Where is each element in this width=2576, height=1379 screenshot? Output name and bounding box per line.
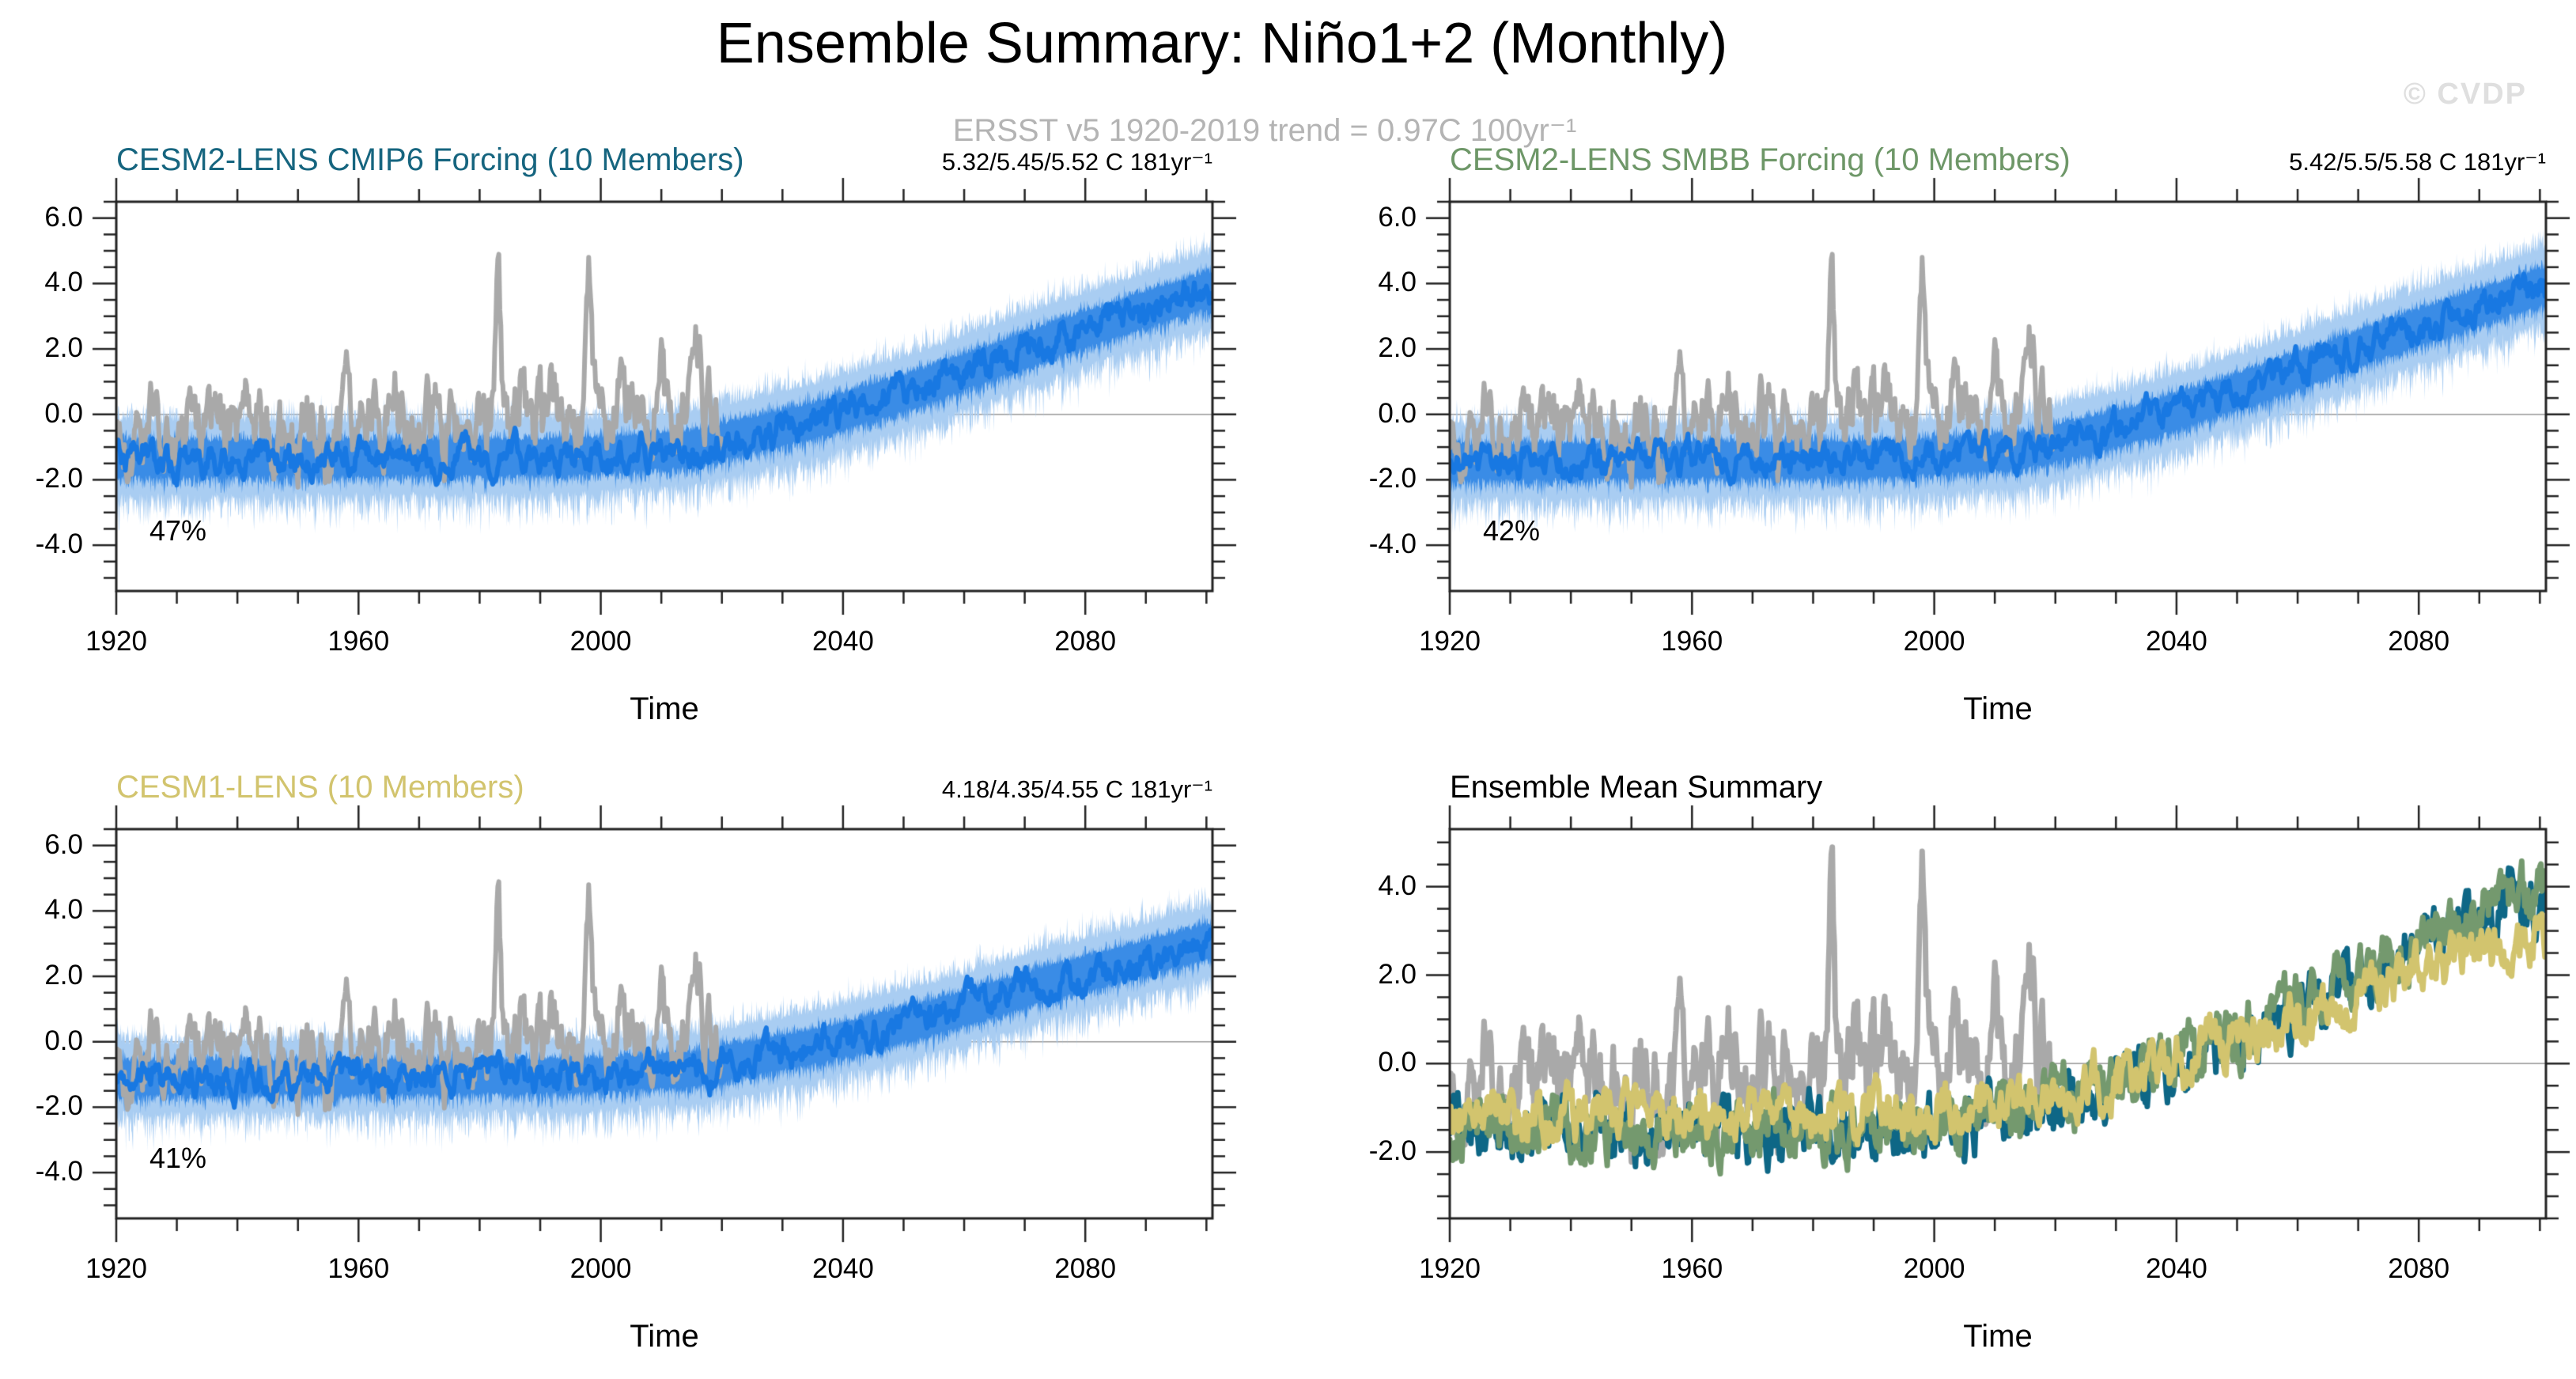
y-tick-label: 2.0 (44, 960, 83, 991)
trend-label: 4.18/4.35/4.55 C 181yr⁻¹ (941, 775, 1212, 803)
y-tick-label: 2.0 (44, 332, 83, 364)
x-tick-label: 1920 (1419, 626, 1481, 657)
page-title: Ensemble Summary: Niño1+2 (Monthly) (716, 12, 1728, 75)
y-tick-label: -4.0 (35, 528, 83, 560)
y-tick-label: -4.0 (35, 1156, 83, 1188)
panel-title: CESM2-LENS SMBB Forcing (10 Members) (1450, 142, 2071, 177)
x-tick-label: 2040 (2145, 1253, 2207, 1284)
trend-label: 5.42/5.5/5.58 C 181yr⁻¹ (2289, 148, 2546, 176)
y-tick-label: 2.0 (1378, 332, 1417, 364)
x-tick-label: 2040 (811, 1253, 874, 1284)
percent-label: 41% (149, 1142, 207, 1174)
y-tick-label: -2.0 (1368, 463, 1417, 494)
x-tick-label: 2080 (2388, 1253, 2450, 1284)
y-tick-label: 6.0 (44, 828, 83, 860)
y-tick-label: 0.0 (1378, 1047, 1417, 1078)
x-tick-label: 1960 (327, 1253, 390, 1284)
y-tick-label: -2.0 (1368, 1135, 1417, 1167)
y-tick-label: 0.0 (1378, 397, 1417, 429)
x-axis-label: Time (1963, 691, 2033, 726)
panel-title: CESM2-LENS CMIP6 Forcing (10 Members) (116, 142, 744, 177)
x-tick-label: 2000 (569, 626, 632, 657)
y-tick-label: -2.0 (35, 463, 83, 494)
x-tick-label: 2040 (811, 626, 874, 657)
panel-title: Ensemble Mean Summary (1450, 770, 1823, 805)
x-tick-label: 2040 (2145, 626, 2207, 657)
x-tick-label: 1960 (1661, 1253, 1723, 1284)
x-tick-label: 2000 (569, 1253, 632, 1284)
reference-trend-subtitle: ERSST v5 1920-2019 trend = 0.97C 100yr⁻¹ (952, 113, 1577, 148)
cvdp-watermark: © CVDP (2403, 78, 2527, 111)
y-tick-label: 4.0 (44, 267, 83, 298)
y-tick-label: -2.0 (35, 1090, 83, 1122)
x-tick-label: 1960 (327, 626, 390, 657)
x-tick-label: 2080 (2388, 626, 2450, 657)
x-axis-label: Time (1963, 1319, 2033, 1354)
x-axis-label: Time (630, 691, 699, 726)
y-tick-label: -4.0 (1368, 528, 1417, 560)
x-tick-label: 2080 (1054, 626, 1117, 657)
y-tick-label: 0.0 (44, 1025, 83, 1056)
trend-label: 5.32/5.45/5.52 C 181yr⁻¹ (941, 148, 1212, 176)
x-tick-label: 1960 (1661, 626, 1723, 657)
x-tick-label: 1920 (85, 626, 147, 657)
x-tick-label: 2000 (1903, 626, 1965, 657)
x-tick-label: 2080 (1054, 1253, 1117, 1284)
y-tick-label: 6.0 (1378, 201, 1417, 233)
percent-label: 47% (149, 514, 207, 547)
y-tick-label: 4.0 (1378, 267, 1417, 298)
x-tick-label: 2000 (1903, 1253, 1965, 1284)
x-tick-label: 1920 (1419, 1253, 1481, 1284)
y-tick-label: 0.0 (44, 397, 83, 429)
x-tick-label: 1920 (85, 1253, 147, 1284)
percent-label: 42% (1483, 514, 1541, 547)
panel-title: CESM1-LENS (10 Members) (116, 770, 524, 805)
y-tick-label: 6.0 (44, 201, 83, 233)
y-tick-label: 4.0 (1378, 869, 1417, 901)
y-tick-label: 2.0 (1378, 958, 1417, 990)
y-tick-label: 4.0 (44, 894, 83, 926)
x-axis-label: Time (630, 1319, 699, 1354)
